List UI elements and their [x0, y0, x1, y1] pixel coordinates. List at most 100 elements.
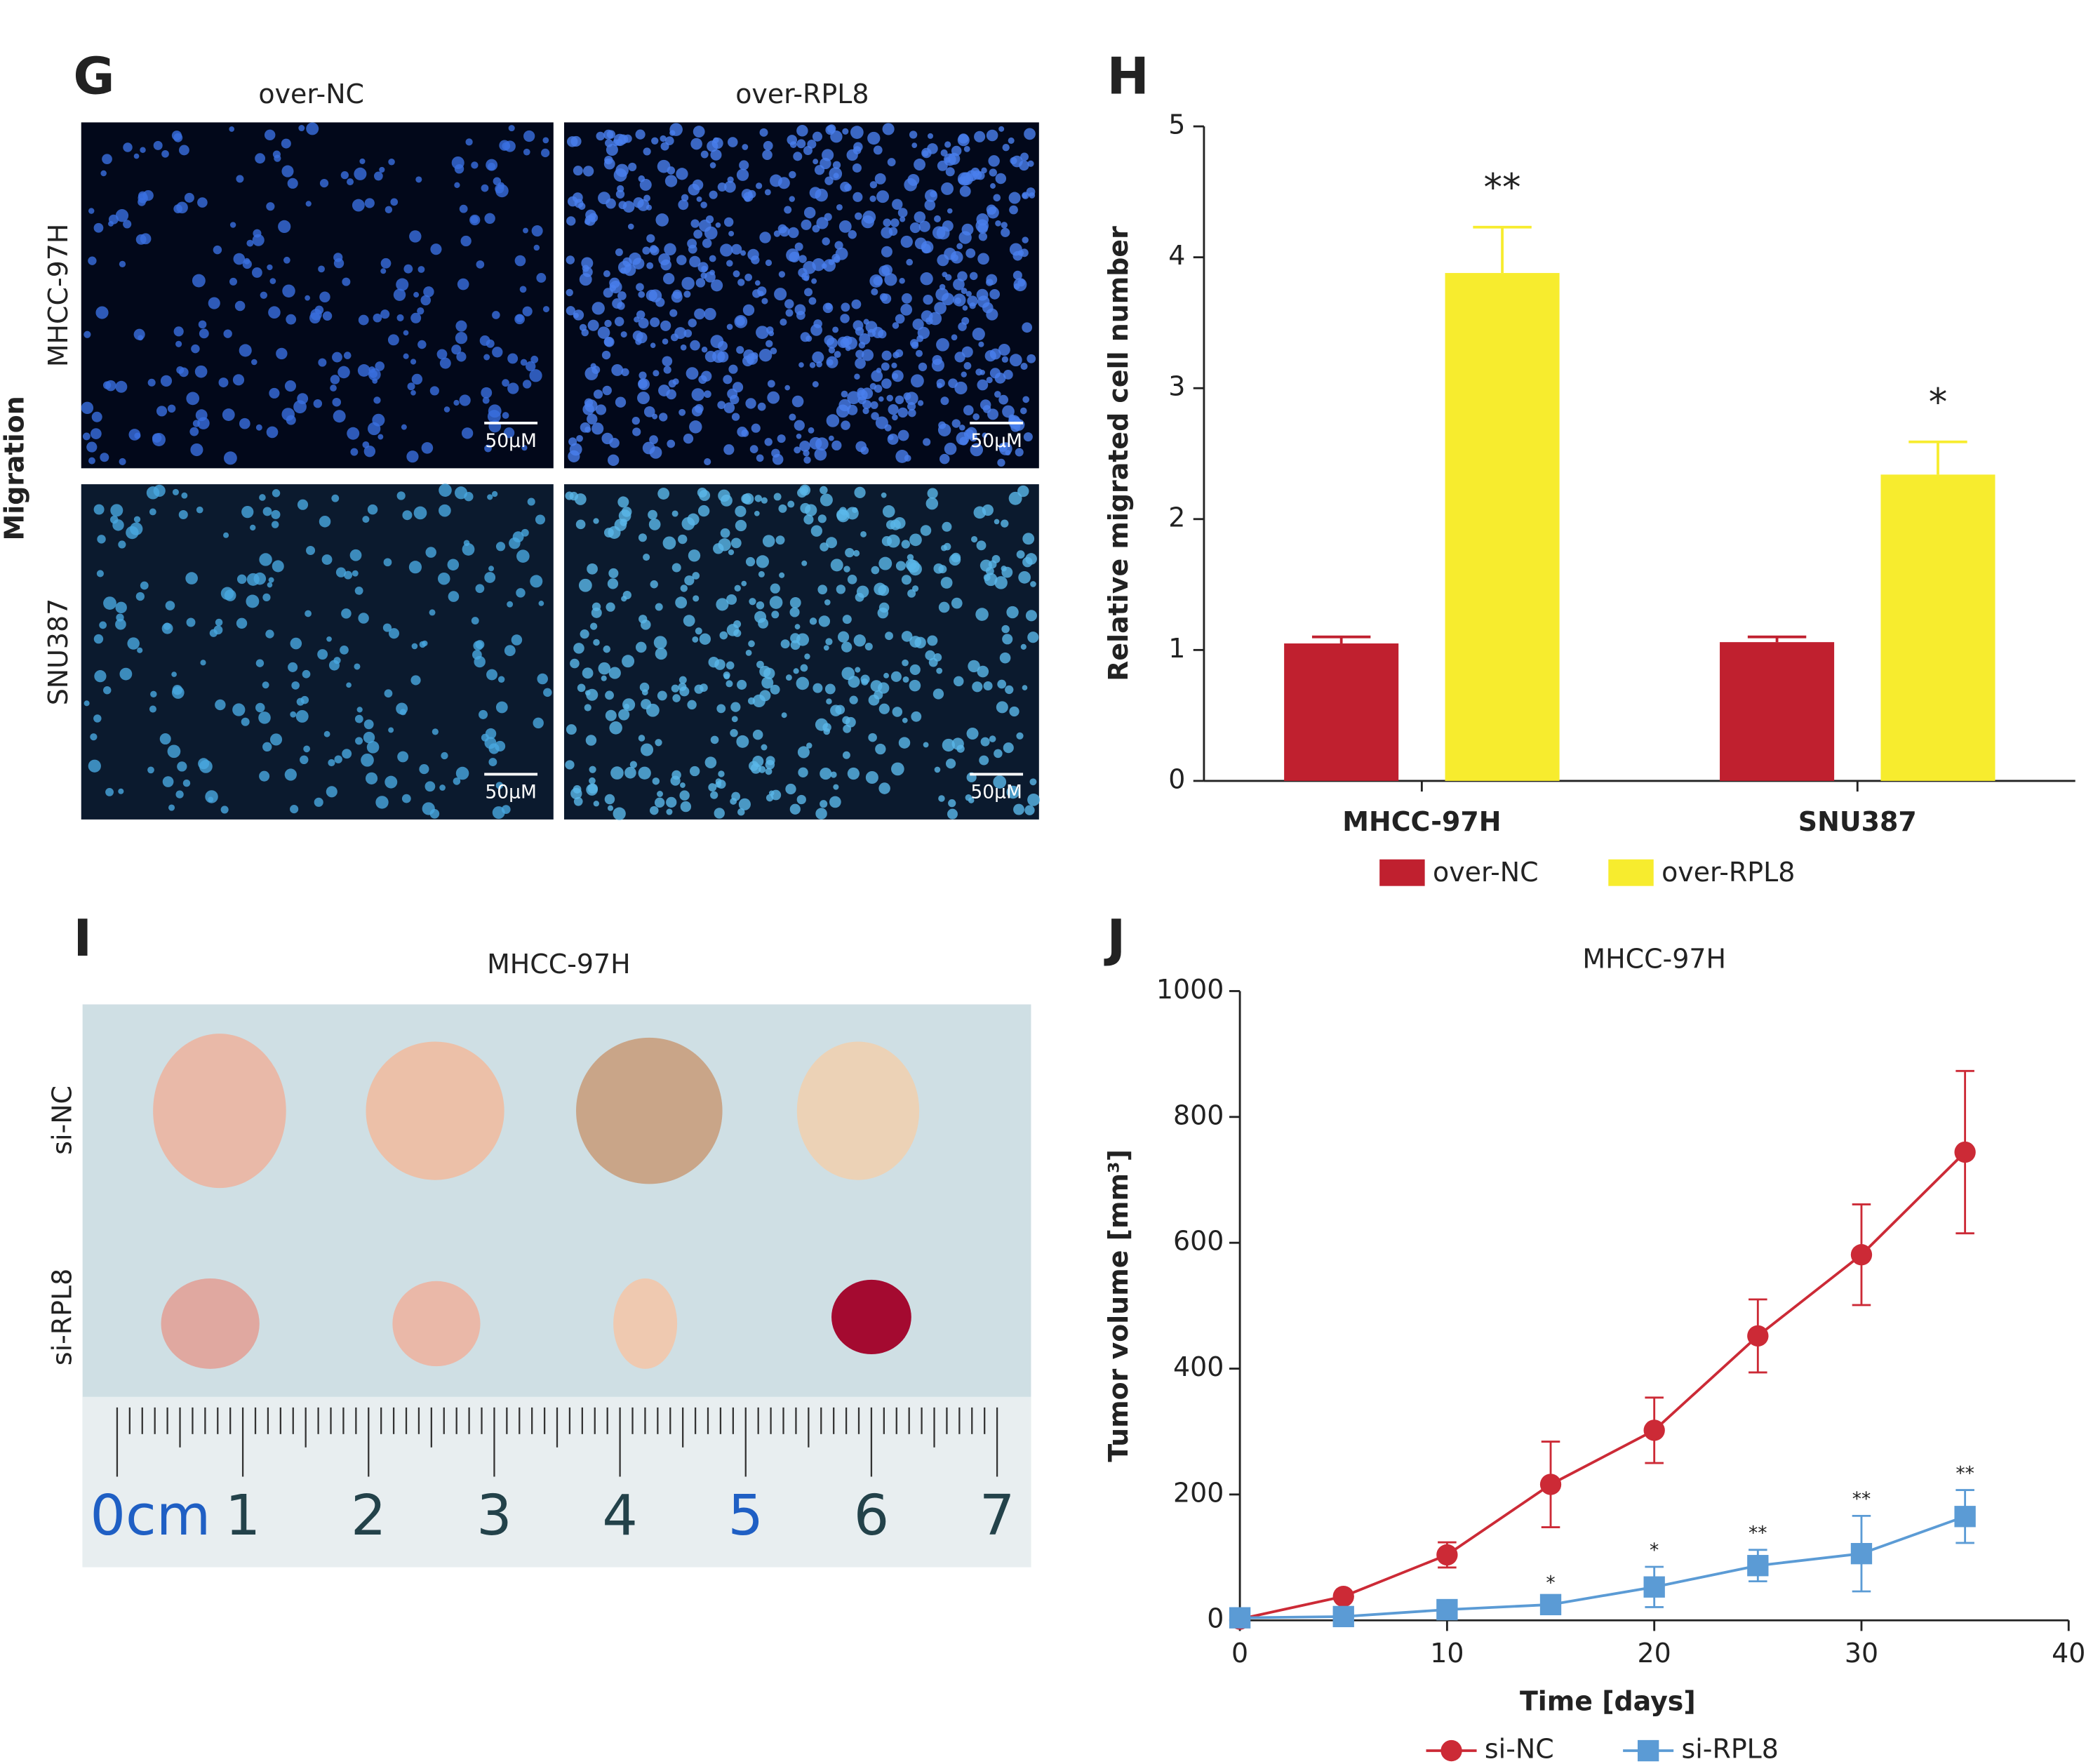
- cell-dot: [853, 142, 863, 152]
- cell-dot: [862, 408, 869, 415]
- cell-dot: [808, 297, 817, 305]
- cell-dot: [615, 189, 625, 199]
- cell-dot: [860, 674, 870, 684]
- cell-dot: [664, 243, 676, 256]
- cell-dot: [1029, 192, 1036, 199]
- cell-dot: [891, 762, 904, 776]
- cell-dot: [832, 326, 839, 333]
- cell-dot: [657, 159, 671, 173]
- cell-dot: [995, 173, 1007, 185]
- cell-dot: [340, 645, 349, 655]
- cell-dot: [667, 439, 676, 448]
- cell-dot: [430, 243, 442, 255]
- cell-dot: [793, 152, 803, 161]
- cell-dot: [723, 402, 735, 413]
- cell-dot: [901, 631, 913, 642]
- cell-dot: [1006, 785, 1020, 799]
- cell-dot: [93, 222, 104, 233]
- cell-dot: [723, 673, 730, 680]
- cell-dot: [827, 359, 834, 366]
- cell-dot: [354, 586, 363, 595]
- cell-dot: [837, 631, 850, 643]
- cell-dot: [530, 575, 543, 588]
- cell-dot: [566, 255, 575, 265]
- ruler-label: 7: [980, 1483, 1015, 1548]
- cell-dot: [617, 302, 625, 310]
- cell-dot: [272, 560, 284, 573]
- cell-dot: [578, 202, 586, 211]
- cell-dot: [925, 497, 939, 510]
- ruler-label: 6: [854, 1483, 890, 1548]
- cell-dot: [239, 417, 250, 429]
- cell-dot: [309, 312, 321, 324]
- cell-dot: [417, 266, 425, 273]
- cell-dot: [988, 560, 997, 569]
- cell-dot: [878, 703, 890, 714]
- cell-dot: [1001, 624, 1010, 634]
- cell-dot: [990, 183, 996, 189]
- cell-dot: [601, 350, 611, 360]
- cell-dot: [730, 728, 738, 737]
- cell-dot: [902, 659, 909, 667]
- cell-dot: [860, 446, 869, 455]
- cell-dot: [362, 516, 370, 523]
- cell-dot: [516, 588, 526, 598]
- cell-dot: [708, 783, 717, 792]
- cell-dot: [718, 770, 725, 777]
- cell-dot: [761, 497, 768, 504]
- cell-dot: [686, 367, 699, 380]
- cell-dot: [823, 645, 829, 651]
- cell-dot: [742, 304, 755, 316]
- cell-dot: [691, 406, 703, 417]
- cell-dot: [503, 427, 515, 439]
- cell-dot: [820, 486, 828, 495]
- cell-dot: [526, 361, 536, 372]
- cell-dot: [331, 494, 340, 502]
- cell-dot: [441, 751, 448, 760]
- cell-dot: [996, 701, 1008, 714]
- cell-dot: [417, 307, 424, 315]
- cell-dot: [429, 386, 439, 396]
- cell-dot: [944, 141, 951, 148]
- cell-dot: [897, 407, 908, 418]
- cell-dot: [332, 397, 342, 407]
- cell-dot: [286, 314, 297, 325]
- cell-dot: [666, 808, 673, 815]
- cell-dot: [604, 155, 613, 165]
- cell-dot: [663, 366, 671, 374]
- cell-dot: [200, 660, 206, 666]
- cell-dot: [502, 379, 509, 387]
- cell-dot: [976, 171, 985, 180]
- cell-dot: [809, 362, 816, 368]
- cell-dot: [422, 802, 435, 815]
- cell-dot: [1029, 778, 1037, 786]
- cell-dot: [825, 302, 833, 310]
- cell-dot: [773, 493, 782, 501]
- cell-dot: [509, 537, 521, 549]
- cell-dot: [471, 617, 479, 625]
- cell-dot: [298, 125, 305, 132]
- cell-dot: [138, 198, 146, 206]
- cell-dot: [260, 291, 268, 299]
- bar: [1720, 642, 1835, 781]
- point: [1850, 1244, 1873, 1266]
- cell-dot: [657, 488, 670, 500]
- tumor: [831, 1279, 911, 1355]
- cell-dot: [968, 660, 980, 673]
- cell-dot: [410, 359, 417, 365]
- cell-dot: [678, 534, 688, 544]
- cell-dot: [862, 211, 876, 224]
- cell-dot: [464, 492, 474, 502]
- cell-dot: [692, 179, 704, 191]
- cell-dot: [904, 392, 918, 406]
- cell-dot: [487, 494, 493, 500]
- cell-dot: [591, 302, 605, 315]
- cell-dot: [636, 310, 646, 319]
- cell-dot: [869, 274, 883, 288]
- cell-dot: [655, 648, 667, 660]
- cell-dot: [890, 519, 901, 530]
- cell-dot: [186, 392, 200, 406]
- cell-dot: [983, 574, 991, 581]
- cell-dot: [726, 323, 733, 330]
